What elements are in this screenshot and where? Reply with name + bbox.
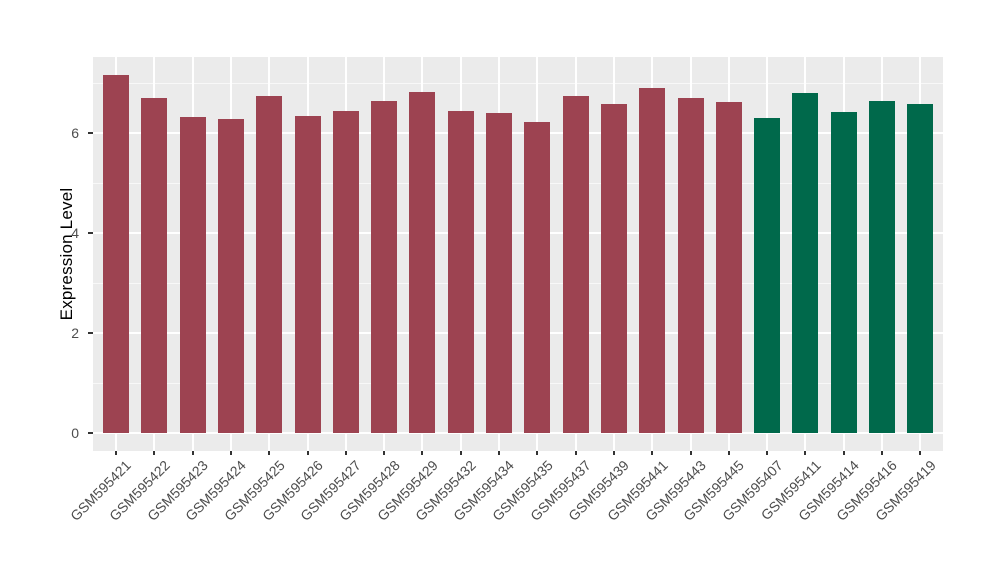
x-tick-mark <box>727 451 730 455</box>
minor-gridline-y <box>93 383 943 384</box>
bar-GSM595423 <box>179 117 206 433</box>
y-axis-title: Expression Level <box>57 187 76 321</box>
x-tick-mark <box>383 451 386 455</box>
bar-GSM595441 <box>639 88 666 433</box>
x-tick-mark <box>881 451 883 455</box>
x-tick-mark <box>536 451 539 455</box>
x-tick-mark <box>766 451 769 455</box>
x-tick-mark <box>651 451 654 455</box>
bar-GSM595443 <box>677 98 704 433</box>
bar-GSM595425 <box>256 95 283 433</box>
bar-GSM595428 <box>371 100 398 433</box>
y-tick-label: 6 <box>71 125 79 141</box>
x-tick-mark <box>115 451 117 455</box>
y-tick-label: 2 <box>71 325 79 341</box>
bar-GSM595414 <box>830 112 857 433</box>
x-tick-mark <box>229 451 232 455</box>
y-tick-mark <box>88 432 93 434</box>
y-tick-mark <box>88 132 93 134</box>
bar-GSM595424 <box>217 119 244 433</box>
bar-GSM595429 <box>409 91 436 433</box>
x-tick-mark <box>612 451 615 455</box>
bar-GSM595426 <box>294 116 321 433</box>
plot-panel <box>93 57 943 451</box>
bar-GSM595416 <box>869 101 895 433</box>
bar-GSM595422 <box>141 98 168 433</box>
bar-GSM595437 <box>562 96 589 433</box>
x-tick-mark <box>919 451 922 455</box>
bar-GSM595427 <box>332 110 359 433</box>
x-tick-mark <box>459 451 462 455</box>
x-tick-mark <box>421 451 424 455</box>
major-gridline-y <box>93 332 943 334</box>
bar-GSM595445 <box>715 102 742 433</box>
bar-GSM595419 <box>907 104 934 433</box>
x-tick-mark <box>842 451 845 455</box>
x-tick-mark <box>574 451 577 455</box>
x-tick-mark <box>191 451 194 455</box>
major-gridline-y <box>93 132 943 134</box>
major-gridline-y <box>93 432 943 434</box>
y-tick-label: 4 <box>71 225 79 241</box>
x-tick-mark <box>153 451 156 455</box>
minor-gridline-y <box>93 183 943 184</box>
y-tick-mark <box>88 232 93 234</box>
bar-GSM595435 <box>524 122 551 433</box>
bar-GSM595407 <box>754 117 781 433</box>
x-tick-mark <box>804 451 807 455</box>
bar-GSM595421 <box>103 75 129 433</box>
bar-GSM595432 <box>447 111 474 433</box>
y-tick-label: 0 <box>71 425 79 441</box>
major-gridline-y <box>93 232 943 234</box>
x-tick-mark <box>344 451 347 455</box>
x-tick-mark <box>498 451 500 455</box>
bar-GSM595439 <box>600 104 627 433</box>
x-tick-mark <box>689 451 692 455</box>
bar-GSM595411 <box>792 93 819 433</box>
bar-GSM595434 <box>486 113 512 433</box>
x-tick-mark <box>306 451 309 455</box>
y-tick-mark <box>88 332 93 334</box>
minor-gridline-y <box>93 283 943 284</box>
x-tick-mark <box>268 451 271 455</box>
minor-gridline-y <box>93 83 943 84</box>
